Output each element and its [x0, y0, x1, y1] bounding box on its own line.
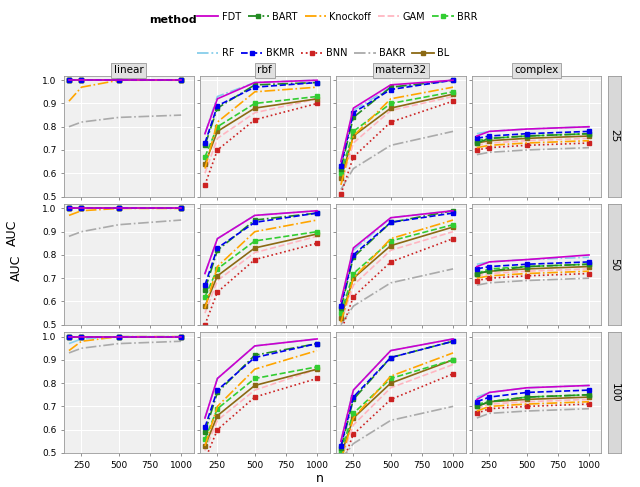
Text: 50: 50 [609, 258, 620, 271]
Title: complex: complex [515, 65, 559, 75]
Title: matern32: matern32 [375, 65, 426, 75]
Text: AUC: AUC [10, 255, 22, 281]
Text: n: n [316, 471, 324, 485]
Legend: RF, BKMR, BNN, BAKR, BL: RF, BKMR, BNN, BAKR, BL [197, 48, 449, 58]
Text: 25: 25 [609, 130, 620, 143]
Text: AUC: AUC [6, 220, 19, 246]
Text: method: method [148, 15, 196, 25]
Title: linear: linear [114, 65, 143, 75]
Title: rbf: rbf [257, 65, 272, 75]
Text: 100: 100 [609, 383, 620, 402]
